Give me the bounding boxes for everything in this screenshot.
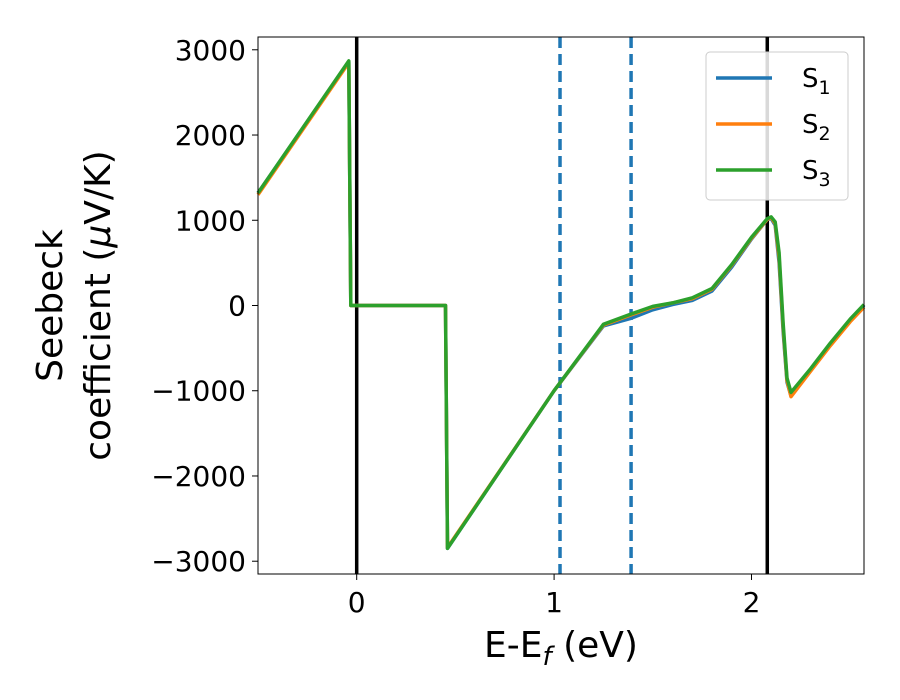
legend: S1 S2 S3 <box>705 51 849 201</box>
y-axis-title-pre: coefficient ( <box>78 248 119 461</box>
x-tick-label: 2 <box>743 586 761 619</box>
x-tick-label: 1 <box>545 586 563 619</box>
y-axis-title-mu: μ <box>78 225 119 249</box>
y-axis-title-post: V/K) <box>78 150 119 224</box>
y-tick-label: −2000 <box>151 460 246 493</box>
y-axis-title-line2: coefficient (μV/K) <box>78 150 119 460</box>
x-axis-title-tail: (eV) <box>552 625 638 666</box>
y-axis-title-line1: Seebeck <box>30 229 71 382</box>
y-tick-label: 0 <box>228 290 246 323</box>
x-axis-title-main: E-E <box>484 625 542 666</box>
x-axis-title: E-Ef (eV) <box>484 625 638 672</box>
y-axis-ticks: 3000 2000 1000 0 −1000 −2000 −3000 <box>151 34 258 578</box>
series-line-s3 <box>256 59 866 551</box>
y-tick-label: 3000 <box>175 34 246 67</box>
y-tick-label: 2000 <box>175 119 246 152</box>
y-tick-label: 1000 <box>175 204 246 237</box>
y-tick-label: −1000 <box>151 375 246 408</box>
x-axis-ticks: 0 1 2 <box>348 574 761 619</box>
legend-box <box>705 51 849 201</box>
x-tick-label: 0 <box>348 586 366 619</box>
legend-label-s3: S3 <box>802 156 831 191</box>
series-lines <box>256 59 866 551</box>
y-tick-label: −3000 <box>151 545 246 578</box>
y-axis-title: Seebeck coefficient (μV/K) <box>30 150 119 460</box>
legend-label-s2: S2 <box>802 110 831 145</box>
legend-label-s1: S1 <box>802 64 831 99</box>
